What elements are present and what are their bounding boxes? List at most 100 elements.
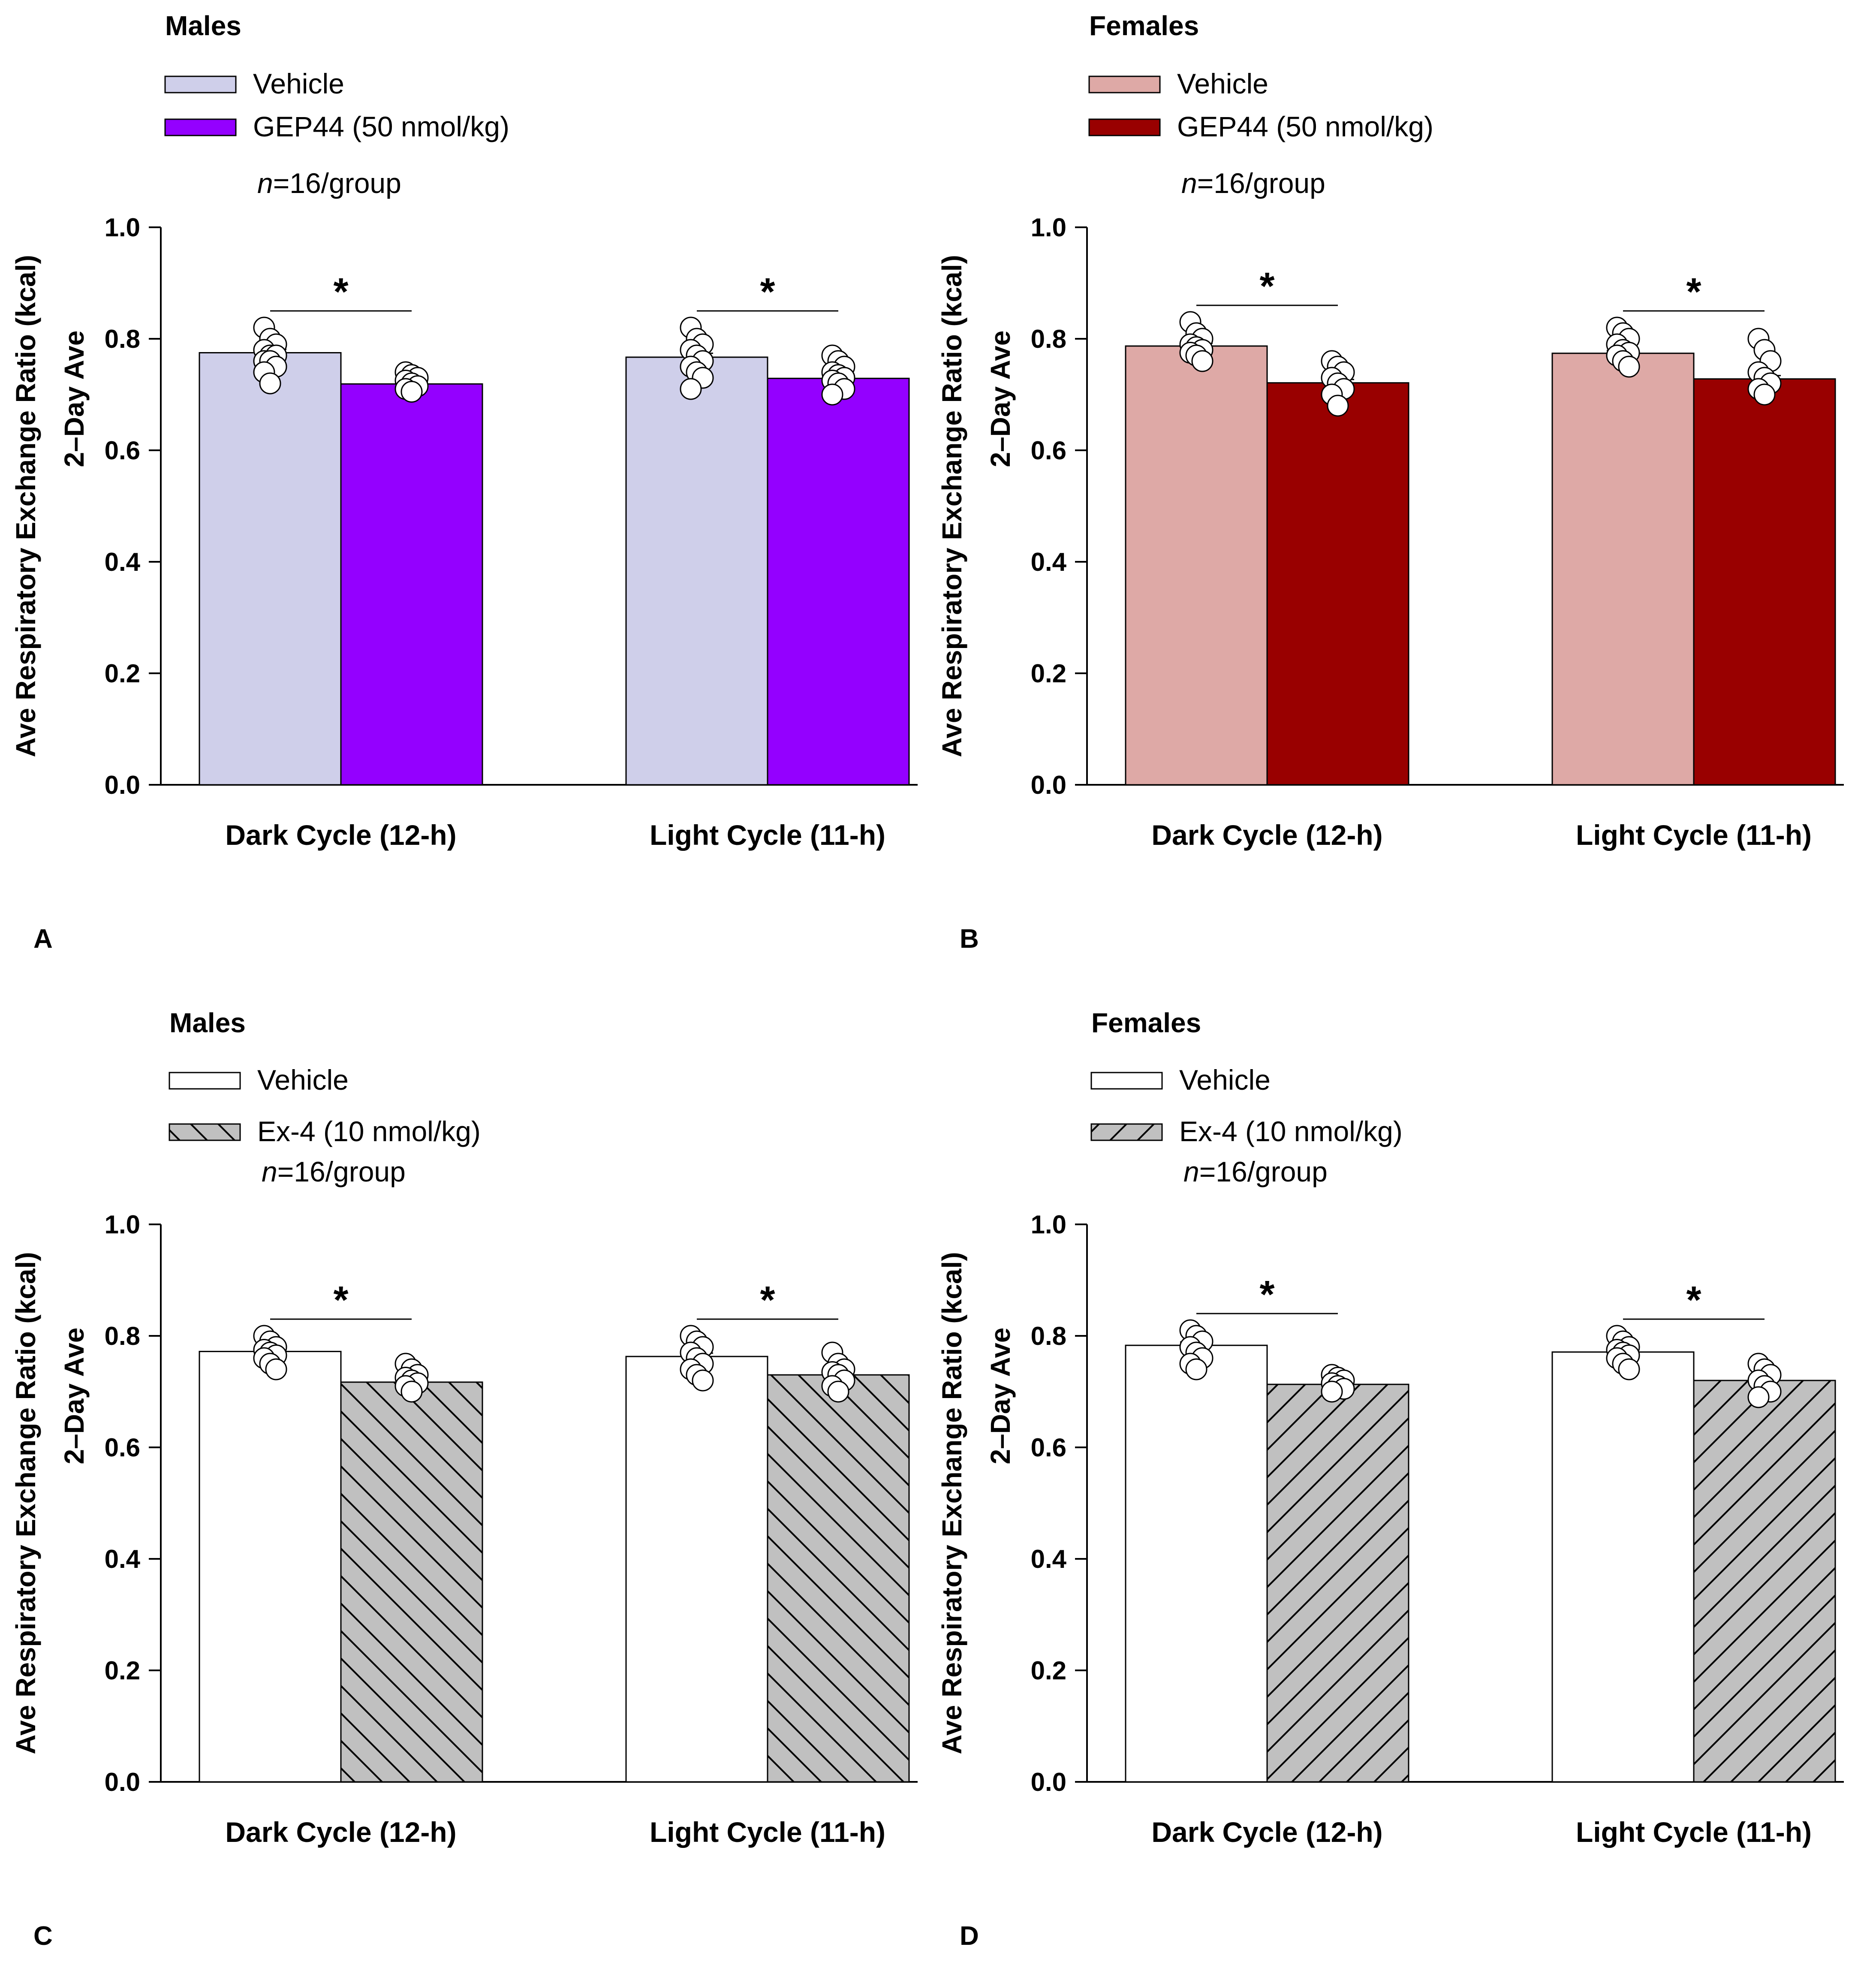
panel-letter: B	[960, 924, 979, 954]
data-point	[692, 1369, 714, 1392]
y-tick-label: 0.4	[1031, 1545, 1067, 1573]
legend-label-treatment: GEP44 (50 nmol/kg)	[1177, 111, 1433, 142]
panel-letter: C	[33, 1921, 53, 1951]
data-point	[1618, 1358, 1640, 1380]
data-point	[259, 372, 281, 395]
panel-title: Males	[169, 1007, 246, 1038]
y-axis-label: Ave Respiratory Exchange Ratio (kcal)	[936, 1252, 967, 1754]
y-tick-label: 0.8	[1031, 325, 1066, 353]
x-category-label: Dark Cycle (12-h)	[1151, 1816, 1382, 1848]
n-label-italic: n	[1183, 1156, 1199, 1187]
data-point	[1618, 356, 1640, 378]
legend-swatch-treatment	[1090, 1123, 1163, 1141]
bar-vehicle-dark	[1125, 345, 1268, 786]
panel-title: Females	[1091, 1007, 1201, 1038]
y-tick-label: 0.6	[105, 436, 140, 465]
y-tick-label: 0.6	[1031, 436, 1066, 465]
panel-title: Females	[1089, 10, 1199, 41]
x-category-label: Light Cycle (11-h)	[1576, 1816, 1812, 1848]
significance-star: *	[1686, 1279, 1701, 1322]
data-point	[821, 383, 843, 406]
legend-label-treatment: Ex-4 (10 nmol/kg)	[1179, 1115, 1403, 1147]
y-tick-label: 0.0	[1031, 1768, 1066, 1796]
y-tick-label: 0.2	[105, 659, 140, 688]
n-label-rest: =16/group	[273, 167, 401, 199]
y-tick-label: 1.0	[105, 213, 140, 242]
legend-swatch-vehicle	[1088, 75, 1161, 93]
y-tick-label: 1.0	[1031, 1210, 1066, 1239]
bar-treatment-light	[767, 377, 910, 786]
y-tick-label: 0.0	[105, 771, 140, 799]
y-axis-label: Ave Respiratory Exchange Ratio (kcal)	[10, 255, 41, 757]
significance-star: *	[1686, 271, 1701, 313]
x-category-label: Light Cycle (11-h)	[650, 1816, 885, 1848]
significance-star: *	[760, 1279, 775, 1322]
y-tick-label: 0.6	[1031, 1433, 1066, 1462]
y-tick-label: 1.0	[1031, 213, 1066, 242]
data-point	[1321, 1380, 1343, 1403]
panel-b: Females Vehicle GEP44 (50 nmol/kg) n=16/gro…	[936, 10, 1844, 954]
legend-swatch-vehicle	[164, 75, 237, 93]
significance-star: *	[760, 271, 775, 313]
bar-treatment-light	[1693, 378, 1836, 786]
y-axis-label-secondary: 2–Day Ave	[59, 1327, 90, 1464]
data-point	[1191, 350, 1214, 372]
n-label-rest: =16/group	[1197, 167, 1325, 199]
y-axis-label-secondary: 2–Day Ave	[59, 330, 90, 467]
data-point	[827, 1380, 849, 1403]
legend-swatch-treatment	[169, 1123, 241, 1141]
y-tick-label: 0.4	[105, 548, 141, 576]
n-label-italic: n	[257, 167, 273, 199]
bar-treatment-dark	[1266, 1383, 1409, 1783]
panel-title: Males	[165, 10, 241, 41]
data-point	[1753, 383, 1776, 406]
bar-vehicle-light	[1551, 1351, 1695, 1783]
panel-letter: A	[33, 924, 53, 954]
n-label: n=16/group	[1181, 167, 1325, 199]
panel-a: Males Vehicle GEP44 (50 nmol/kg) n=16/group…	[10, 10, 918, 954]
y-tick-label: 0.0	[105, 1768, 140, 1796]
data-point	[400, 1380, 423, 1403]
y-tick-label: 0.4	[105, 1545, 141, 1573]
y-tick-label: 0.8	[105, 1322, 140, 1350]
legend-label-vehicle: Vehicle	[1179, 1064, 1271, 1096]
y-tick-label: 0.2	[1031, 1656, 1066, 1685]
legend-swatch-treatment	[1088, 118, 1161, 136]
legend-label-vehicle: Vehicle	[1177, 68, 1268, 99]
n-label: n=16/group	[257, 167, 401, 199]
y-axis-label-secondary: 2–Day Ave	[985, 1327, 1016, 1464]
legend-label-treatment: GEP44 (50 nmol/kg)	[253, 111, 509, 142]
y-tick-label: 0.2	[1031, 659, 1066, 688]
bar-treatment-light	[1693, 1380, 1836, 1783]
y-axis-label: Ave Respiratory Exchange Ratio (kcal)	[936, 255, 967, 757]
legend-swatch-vehicle	[169, 1072, 241, 1090]
data-point	[1185, 1358, 1208, 1380]
y-axis-label: Ave Respiratory Exchange Ratio (kcal)	[10, 1252, 41, 1754]
x-category-label: Light Cycle (11-h)	[1576, 819, 1812, 851]
bar-vehicle-light	[625, 356, 768, 786]
data-point	[265, 1358, 287, 1380]
y-tick-label: 1.0	[105, 1210, 140, 1239]
bar-treatment-dark	[340, 383, 483, 786]
n-label-italic: n	[262, 1156, 277, 1187]
y-tick-label: 0.0	[1031, 771, 1066, 799]
legend-swatch-vehicle	[1090, 1072, 1163, 1090]
significance-star: *	[1259, 265, 1274, 308]
data-point	[680, 378, 702, 400]
y-tick-label: 0.6	[105, 1433, 140, 1462]
data-point	[1747, 1386, 1770, 1408]
legend-label-treatment: Ex-4 (10 nmol/kg)	[257, 1115, 481, 1147]
n-label: n=16/group	[1183, 1156, 1328, 1187]
panel-letter: D	[960, 1921, 979, 1951]
bar-treatment-dark	[340, 1381, 483, 1783]
panel-c: Males Vehicle Ex-4 (10 nmol/kg) n=16/group 0…	[10, 1007, 918, 1951]
bar-treatment-dark	[1266, 382, 1409, 786]
y-tick-label: 0.8	[105, 325, 140, 353]
n-label: n=16/group	[262, 1156, 406, 1187]
significance-star: *	[333, 271, 348, 313]
x-category-label: Dark Cycle (12-h)	[1151, 819, 1382, 851]
bar-vehicle-light	[1551, 353, 1695, 786]
bar-vehicle-dark	[1125, 1344, 1268, 1783]
n-label-rest: =16/group	[277, 1156, 406, 1187]
significance-star: *	[1259, 1273, 1274, 1316]
